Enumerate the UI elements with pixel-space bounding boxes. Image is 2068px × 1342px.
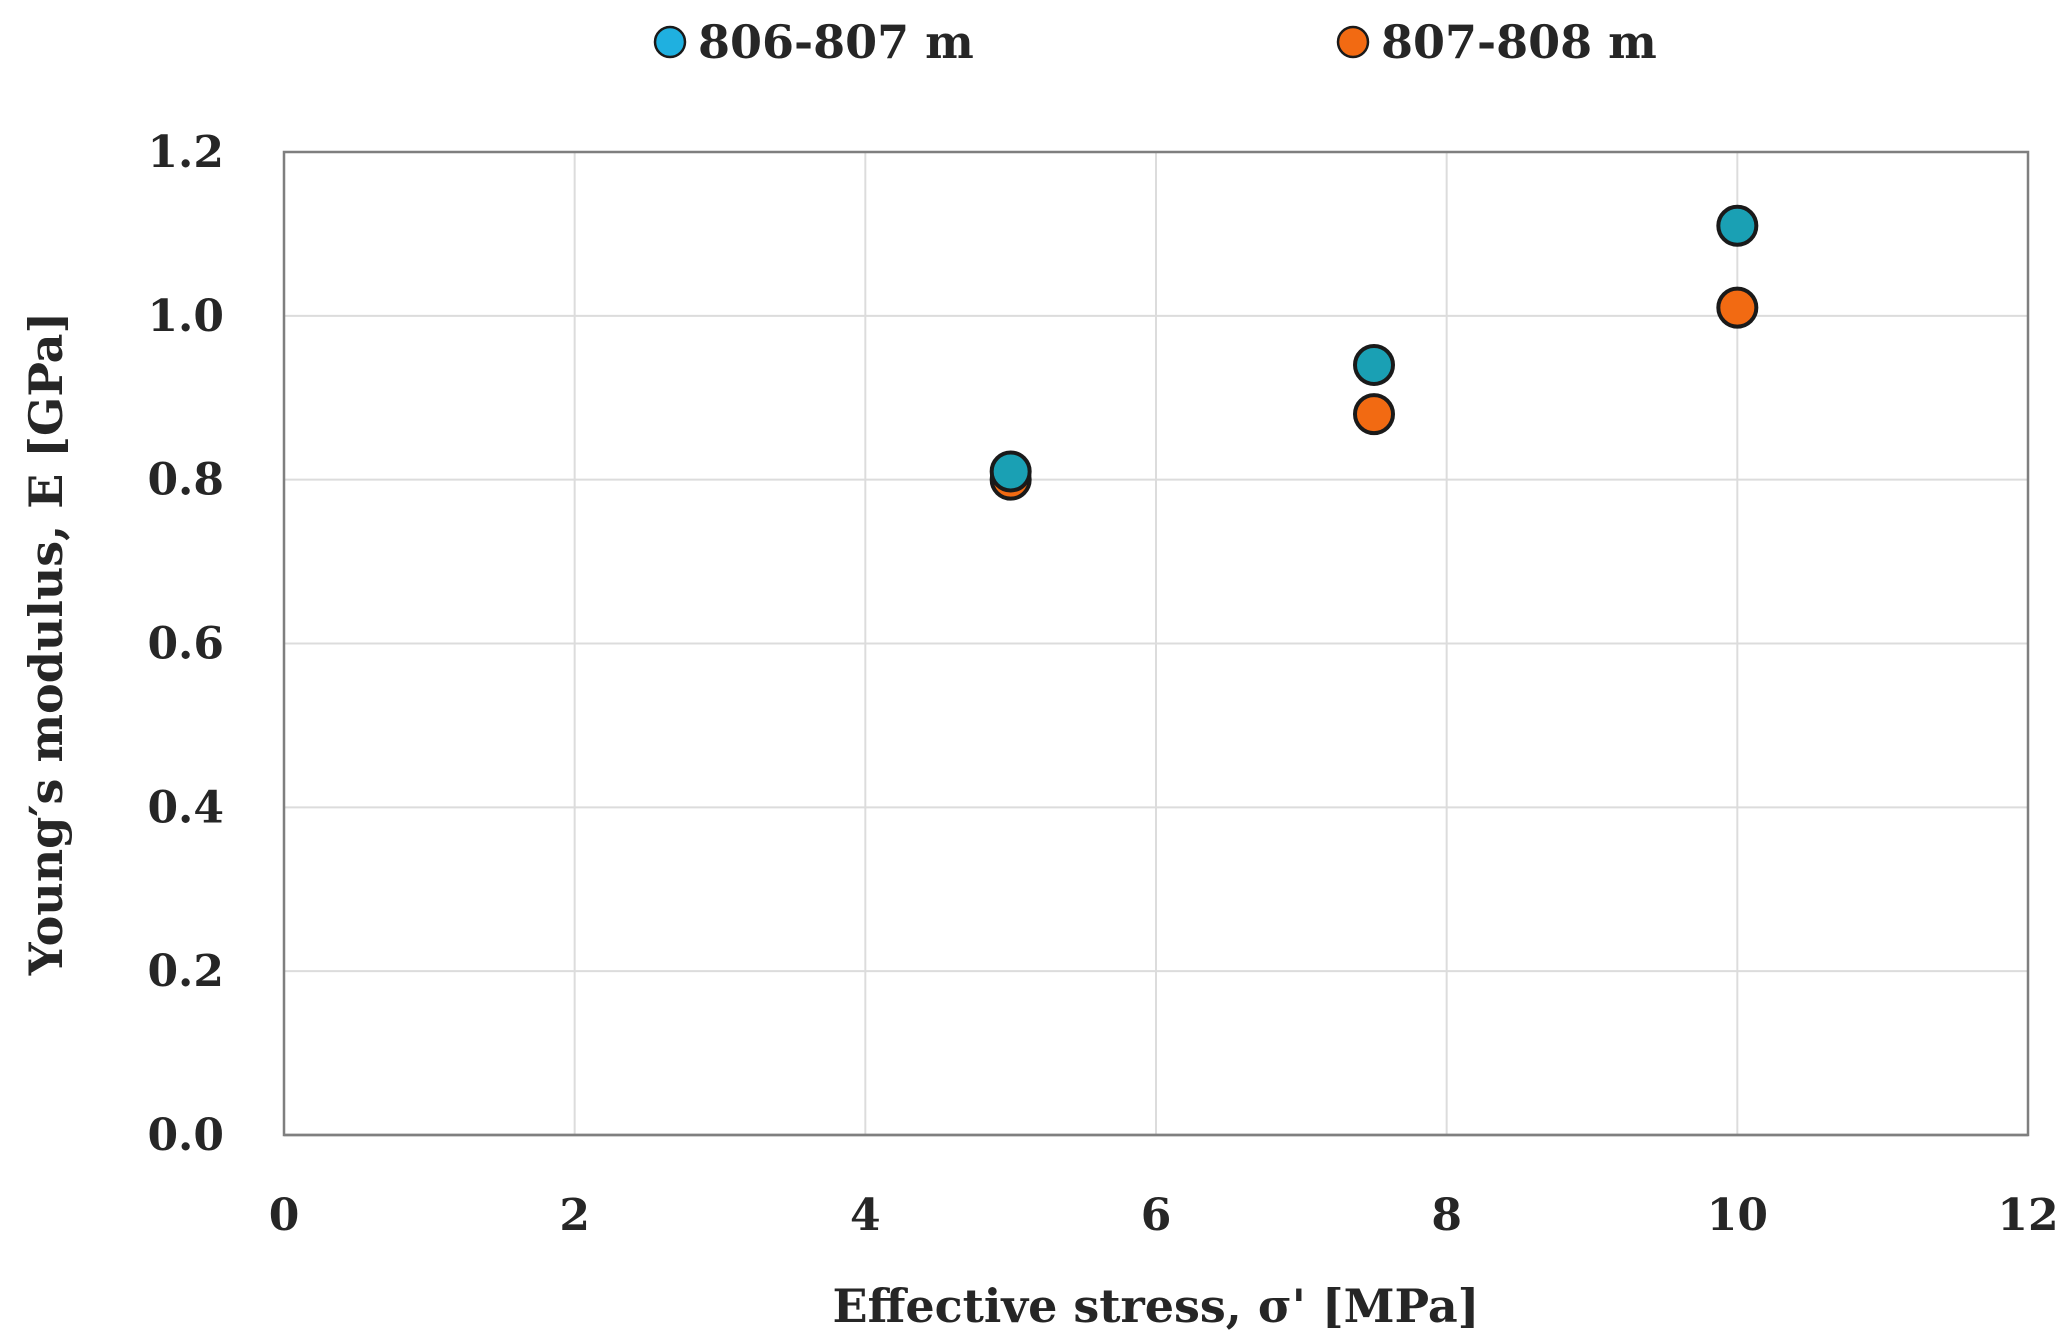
data-points bbox=[989, 204, 1759, 501]
x-axis-ticks: 0 2 4 6 8 10 12 bbox=[269, 1190, 2059, 1241]
legend: 806-807 m 807-808 m bbox=[653, 15, 1657, 69]
y-axis-ticks: 0.0 0.2 0.4 0.6 0.8 1.0 1.2 bbox=[147, 127, 224, 1161]
data-point-series0-0 bbox=[989, 450, 1032, 493]
y-tick-label: 0.2 bbox=[147, 946, 224, 997]
y-tick-label: 0.0 bbox=[147, 1110, 224, 1161]
plot-area-frame bbox=[282, 150, 2030, 1137]
data-point-series0-1 bbox=[1353, 343, 1395, 386]
x-tick-label: 8 bbox=[1431, 1190, 1462, 1241]
y-tick-label: 0.8 bbox=[147, 455, 224, 506]
y-tick-label: 0.4 bbox=[147, 782, 224, 833]
y-tick-label: 0.6 bbox=[147, 619, 224, 670]
x-tick-label: 12 bbox=[1997, 1190, 2058, 1241]
x-axis-title: Effective stress, σ' [MPa] bbox=[833, 1279, 1480, 1333]
x-tick-label: 2 bbox=[559, 1190, 590, 1241]
y-tick-label: 1.2 bbox=[147, 127, 224, 178]
data-point-series1-1 bbox=[1353, 393, 1395, 436]
y-tick-label: 1.0 bbox=[147, 291, 224, 342]
x-tick-label: 6 bbox=[1141, 1190, 1172, 1241]
legend-label-806-807: 806-807 m bbox=[698, 15, 974, 69]
y-axis-title: Young′s modulus, E [GPa] bbox=[19, 312, 73, 976]
x-tick-label: 10 bbox=[1707, 1190, 1768, 1241]
data-point-series1-2 bbox=[1716, 286, 1759, 329]
data-point-series0-2 bbox=[1716, 204, 1759, 247]
gridlines bbox=[283, 151, 2029, 1137]
legend-label-807-808: 807-808 m bbox=[1381, 15, 1657, 69]
x-tick-label: 0 bbox=[269, 1190, 300, 1241]
legend-marker-806-807 bbox=[653, 25, 687, 59]
x-tick-label: 4 bbox=[850, 1190, 881, 1241]
legend-marker-807-808 bbox=[1336, 25, 1370, 59]
